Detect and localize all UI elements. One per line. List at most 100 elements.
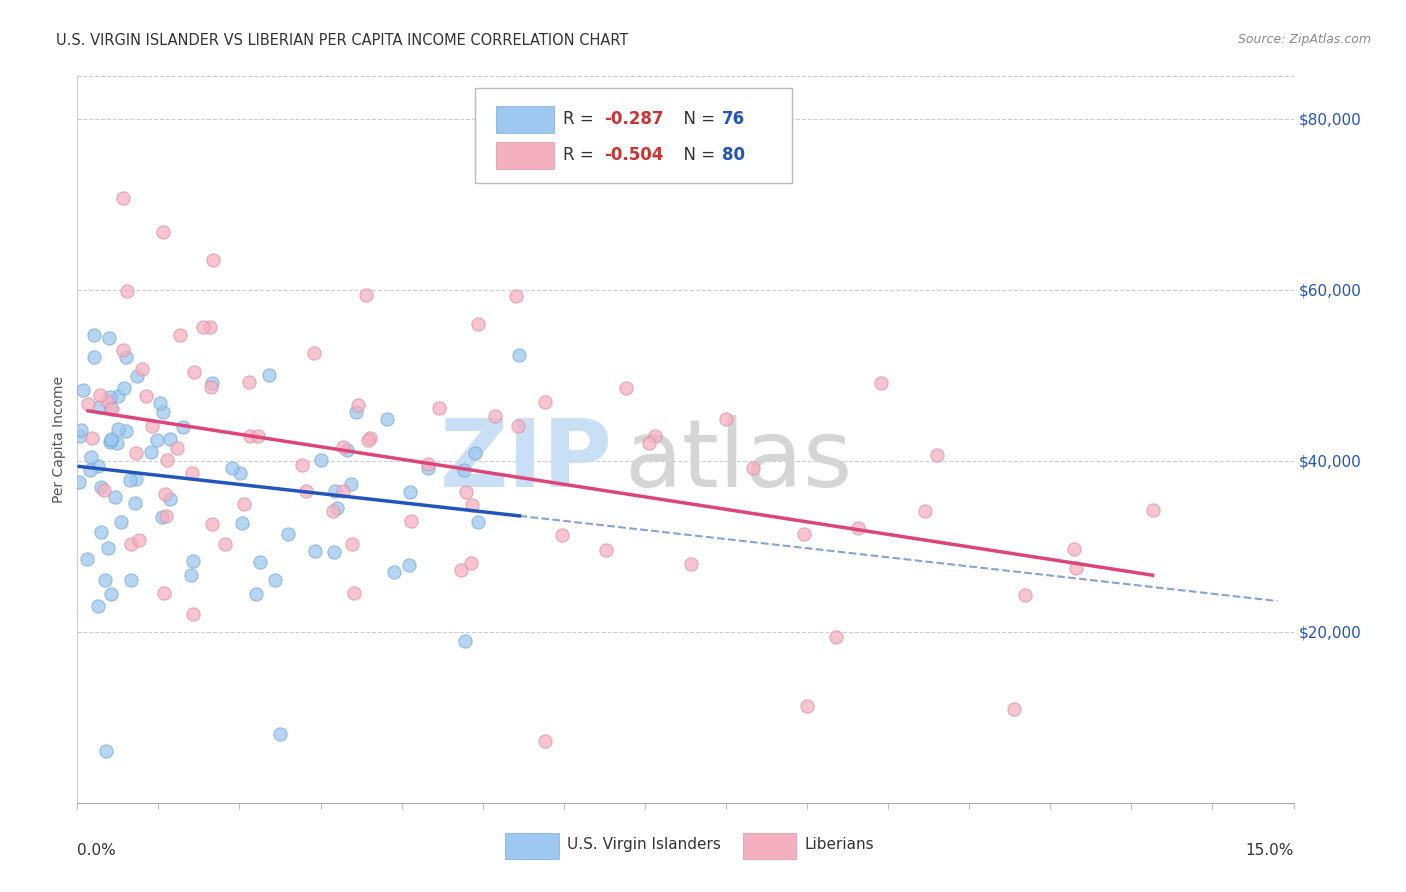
Point [595,543,617,558]
Point [201,516,224,531]
Point [323,544,346,558]
Point [269,727,291,741]
Point [152,225,174,239]
Point [340,476,363,491]
Point [467,515,489,529]
Point [681,557,703,571]
Point [100,587,122,601]
Point [155,486,177,500]
Point [93,483,115,497]
Point [114,350,136,364]
Point [79,450,101,465]
Point [120,537,142,551]
Point [69,423,91,437]
Point [914,504,936,518]
Point [82,431,104,445]
Point [202,252,225,267]
Point [793,527,815,541]
Point [135,389,157,403]
Point [153,586,176,600]
Point [97,331,120,345]
Point [742,460,765,475]
Point [100,432,122,446]
Point [291,458,314,472]
Point [180,568,202,582]
Point [94,744,117,758]
Text: R =: R = [562,146,599,164]
Point [326,500,349,515]
Text: 76: 76 [721,111,745,128]
Point [343,586,366,600]
Point [114,424,136,438]
Point [79,463,101,477]
Point [534,734,557,748]
Point [72,384,94,398]
Point [83,327,105,342]
Text: Source: ZipAtlas.com: Source: ZipAtlas.com [1237,33,1371,46]
Text: N =: N = [673,146,721,164]
Point [152,404,174,418]
Point [183,365,205,379]
FancyBboxPatch shape [505,832,560,859]
Point [90,480,112,494]
Point [198,320,221,334]
Point [94,573,117,587]
Point [416,460,439,475]
Point [221,461,243,475]
Text: ZIP: ZIP [440,415,613,508]
Text: Liberians: Liberians [804,838,875,853]
Point [505,288,527,302]
Point [336,442,359,457]
Point [118,473,141,487]
Point [201,376,224,391]
Point [120,574,142,588]
Y-axis label: Per Capita Income: Per Capita Income [52,376,66,503]
Point [83,350,105,364]
Point [231,516,253,530]
Point [150,510,173,524]
Point [115,284,138,298]
Point [245,587,267,601]
Point [155,452,177,467]
Text: 0.0%: 0.0% [77,843,117,858]
Point [453,463,475,477]
Point [714,412,737,426]
Point [214,537,236,551]
Point [399,514,422,528]
Point [332,483,354,498]
Point [304,544,326,558]
Point [464,446,486,460]
Point [322,504,344,518]
Point [104,490,127,504]
Point [399,485,422,500]
Point [125,369,148,384]
Point [112,343,135,357]
Point [128,533,150,547]
Point [112,381,135,395]
Point [454,484,477,499]
FancyBboxPatch shape [475,88,793,184]
Point [100,434,122,449]
Point [77,397,100,411]
Point [100,401,122,415]
Text: U.S. Virgin Islanders: U.S. Virgin Islanders [568,838,721,853]
Point [229,466,252,480]
Point [416,457,439,471]
Point [347,398,370,412]
FancyBboxPatch shape [742,832,796,859]
Point [614,381,637,395]
Point [508,348,530,362]
Point [460,556,482,570]
Point [484,409,506,423]
Point [340,537,363,551]
Point [159,432,181,446]
Point [181,607,204,622]
Point [1002,702,1025,716]
Point [277,527,299,541]
Point [100,433,122,447]
Point [159,491,181,506]
Point [427,401,450,416]
Point [169,328,191,343]
Text: -0.504: -0.504 [605,146,664,164]
Point [107,422,129,436]
